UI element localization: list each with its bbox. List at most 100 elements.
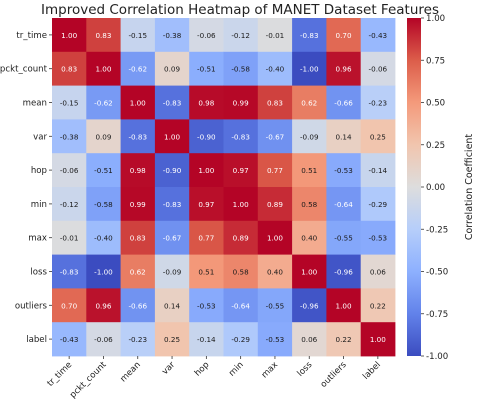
heatmap-cell [154,187,190,222]
y-tick-label: loss [30,268,47,278]
cell-value-label: 0.25 [370,132,386,141]
cell-value-label: -0.09 [163,268,182,277]
x-tick-label: hop [193,360,212,379]
x-tick-label: min [227,360,246,379]
heatmap-cell [189,18,224,53]
cell-value-label: -0.40 [94,234,113,243]
heatmap-cell [86,187,121,222]
heatmap-cell [52,187,87,222]
heatmap-cell [86,220,121,255]
heatmap-cell [52,288,87,323]
heatmap-cell [120,153,156,188]
x-tick-label: mean [119,360,143,384]
cell-value-label: 0.89 [267,200,283,209]
y-tick-label: pckt_count [0,65,48,75]
cell-value-label: -0.06 [94,335,113,344]
heatmap-cell [223,322,259,357]
heatmap-cell [257,18,293,53]
heatmap-cell [120,119,156,154]
cell-value-label: -0.67 [163,234,182,243]
cell-value-label: 0.77 [198,234,214,243]
y-tick-label: var [33,132,47,142]
y-tick-label: tr_time [16,31,47,41]
heatmap-cell [223,288,259,323]
cell-value-label: 0.25 [164,335,180,344]
cell-value-label: -0.12 [231,31,250,40]
cell-value-label: 1.00 [198,166,214,175]
colorbar-tick-label: 0.00 [426,183,445,193]
cell-value-label: -0.43 [60,335,79,344]
heatmap-cell [86,288,121,323]
cell-value-label: -0.29 [231,335,250,344]
heatmap-cell [292,220,327,255]
heatmap-cell [52,220,87,255]
heatmap-cell [120,51,156,86]
cell-value-label: -0.90 [197,132,216,141]
cell-value-label: 0.06 [301,335,317,344]
heatmap-cell [360,220,396,255]
cell-value-label: 0.83 [130,234,146,243]
cell-value-label: 0.51 [198,268,214,277]
cell-value-label: 0.62 [301,99,317,108]
heatmap-cell [52,85,87,120]
cell-value-label: 0.98 [198,99,214,108]
heatmap-cell [257,153,293,188]
cell-value-label: -0.96 [300,301,319,310]
heatmap-cell [189,119,224,154]
cell-value-label: -0.15 [128,31,147,40]
heatmap-cell [52,322,87,357]
cell-value-label: -0.64 [334,200,353,209]
heatmap-cell [360,187,396,222]
cell-value-label: -0.62 [94,99,113,108]
heatmap-cell [223,153,259,188]
heatmap-cell [154,119,190,154]
cell-value-label: -1.00 [300,65,319,74]
cell-value-label: -0.15 [60,99,79,108]
x-tick-label: outliers [319,360,349,390]
colorbar-tick-label: -0.25 [426,225,448,235]
cell-value-label: -0.23 [369,99,388,108]
x-tick-label: label [361,360,383,382]
colorbar-tick-label: -0.75 [426,310,448,320]
heatmap-cell [257,322,293,357]
heatmap-cell [52,119,87,154]
heatmap-cell [360,153,396,188]
heatmap-cell [154,153,190,188]
heatmap-cell [223,254,259,289]
heatmap-cell [120,322,156,357]
cell-value-label: 0.83 [267,99,283,108]
cell-value-label: 1.00 [370,335,386,344]
cell-value-label: 0.06 [370,268,386,277]
heatmap-cell [52,51,87,86]
colorbar-tick-label: -0.50 [426,268,448,278]
heatmap-cell [120,85,156,120]
heatmap-cell [120,254,156,289]
cell-value-label: 0.62 [130,268,146,277]
heatmap-cell [257,119,293,154]
heatmap-cell [360,18,396,53]
heatmap-cell [154,18,190,53]
cell-value-label: -0.38 [163,31,182,40]
cell-value-label: -0.58 [231,65,250,74]
cell-value-label: -0.23 [128,335,147,344]
cell-value-label: -0.51 [94,166,113,175]
colorbar-label: Correlation Coefficient [464,134,475,241]
x-tick-label: max [260,360,280,380]
heatmap-cell [154,254,190,289]
cell-value-label: -0.29 [369,200,388,209]
heatmap-cell [292,119,327,154]
heatmap-cell [154,85,190,120]
cell-value-label: 0.96 [336,65,352,74]
y-tick-label: min [31,200,47,210]
heatmap-cell [223,119,259,154]
cell-value-label: -1.00 [94,268,113,277]
cell-value-label: 1.00 [61,31,77,40]
heatmap-cell [326,322,362,357]
cell-value-label: -0.43 [369,31,388,40]
cell-value-label: -0.66 [128,301,147,310]
heatmap-cell [292,153,327,188]
cell-value-label: 0.09 [164,65,180,74]
x-tick-label: pckt_count [68,360,109,401]
cell-value-label: 0.22 [336,335,352,344]
